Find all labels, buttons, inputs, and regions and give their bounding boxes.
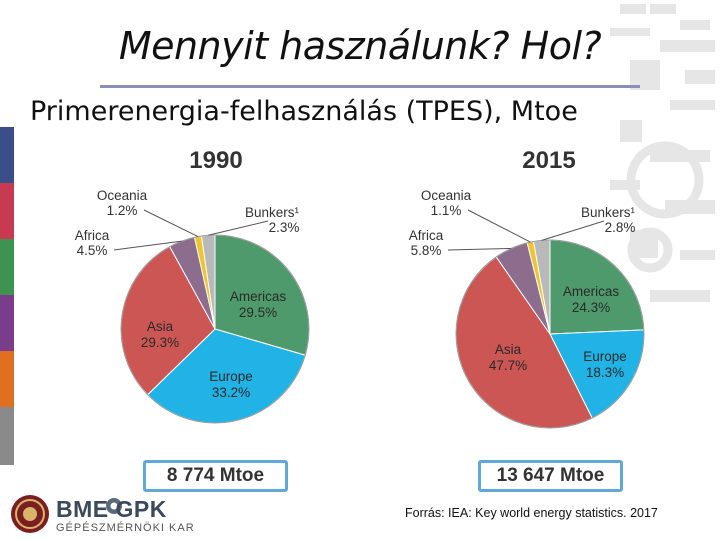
slide-title: Mennyit használunk? Hol? [118, 24, 602, 68]
leader-line-2015-oceania [467, 209, 531, 243]
leader-line-2015-africa [447, 247, 512, 251]
slice-name-label-2015-asia: Asia [495, 342, 522, 357]
slice-value-label-2015-europe: 18.3% [586, 365, 624, 380]
slice-name-label-1990-africa: Africa [75, 228, 110, 243]
left-stripe-5 [0, 351, 14, 407]
slice-value-label-1990-americas: 29.5% [239, 305, 277, 320]
slice-name-label-2015-europe: Europe [583, 349, 627, 364]
slide-subtitle: Primerenergia-felhasználás (TPES), Mtoe [30, 96, 578, 127]
leader-line-1990-oceania [143, 209, 199, 238]
left-stripe-1 [0, 127, 14, 183]
slice-name-label-2015-bunkers: Bunkers¹ [581, 205, 636, 220]
slice-value-label-1990-africa: 4.5% [77, 243, 108, 258]
logo-main-text: BME GPK [56, 496, 167, 522]
slice-name-label-2015-americas: Americas [563, 284, 620, 299]
left-stripe-4 [0, 295, 14, 351]
logo-text: BME GPK GÉPÉSZMÉRNÖKI KAR [56, 497, 195, 535]
slice-value-label-2015-bunkers: 2.8% [605, 220, 636, 235]
logo-sub-text: GÉPÉSZMÉRNÖKI KAR [56, 522, 195, 534]
slice-name-label-1990-asia: Asia [147, 319, 174, 334]
background-ornament [610, 4, 715, 302]
slice-name-label-1990-europe: Europe [209, 369, 253, 384]
slice-name-label-2015-africa: Africa [409, 228, 444, 243]
bme-logo [11, 495, 122, 533]
slice-value-label-1990-europe: 33.2% [212, 385, 250, 400]
slice-name-label-1990-americas: Americas [230, 289, 287, 304]
pie-outline-1990 [120, 234, 310, 424]
pie-outline-2015 [455, 239, 645, 429]
leader-line-2015-bunkers [541, 220, 605, 241]
source-note: Forrás: IEA: Key world energy statistics… [405, 506, 658, 520]
slice-name-label-1990-bunkers: Bunkers¹ [245, 205, 300, 220]
title-underline [100, 85, 640, 88]
chart-title-1990: 1990 [189, 147, 242, 174]
left-stripe-3 [0, 239, 14, 295]
slice-value-label-1990-bunkers: 2.3% [269, 220, 300, 235]
slice-value-label-2015-africa: 5.8% [411, 243, 442, 258]
total-box-2015: 13 647 Mtoe [478, 460, 623, 492]
left-stripe-6 [0, 407, 14, 465]
total-box-1990: 8 774 Mtoe [143, 460, 288, 492]
leader-line-1990-africa [113, 240, 182, 251]
slice-value-label-1990-oceania: 1.2% [107, 203, 138, 218]
slice-value-label-1990-asia: 29.3% [141, 335, 179, 350]
slice-name-label-1990-oceania: Oceania [97, 188, 148, 203]
slice-value-label-2015-americas: 24.3% [572, 300, 610, 315]
slice-value-label-2015-oceania: 1.1% [431, 203, 462, 218]
slice-name-label-2015-oceania: Oceania [421, 188, 472, 203]
leader-line-1990-bunkers [208, 220, 269, 236]
left-stripe-2 [0, 183, 14, 239]
chart-title-2015: 2015 [522, 147, 575, 174]
slice-value-label-2015-asia: 47.7% [489, 358, 527, 373]
